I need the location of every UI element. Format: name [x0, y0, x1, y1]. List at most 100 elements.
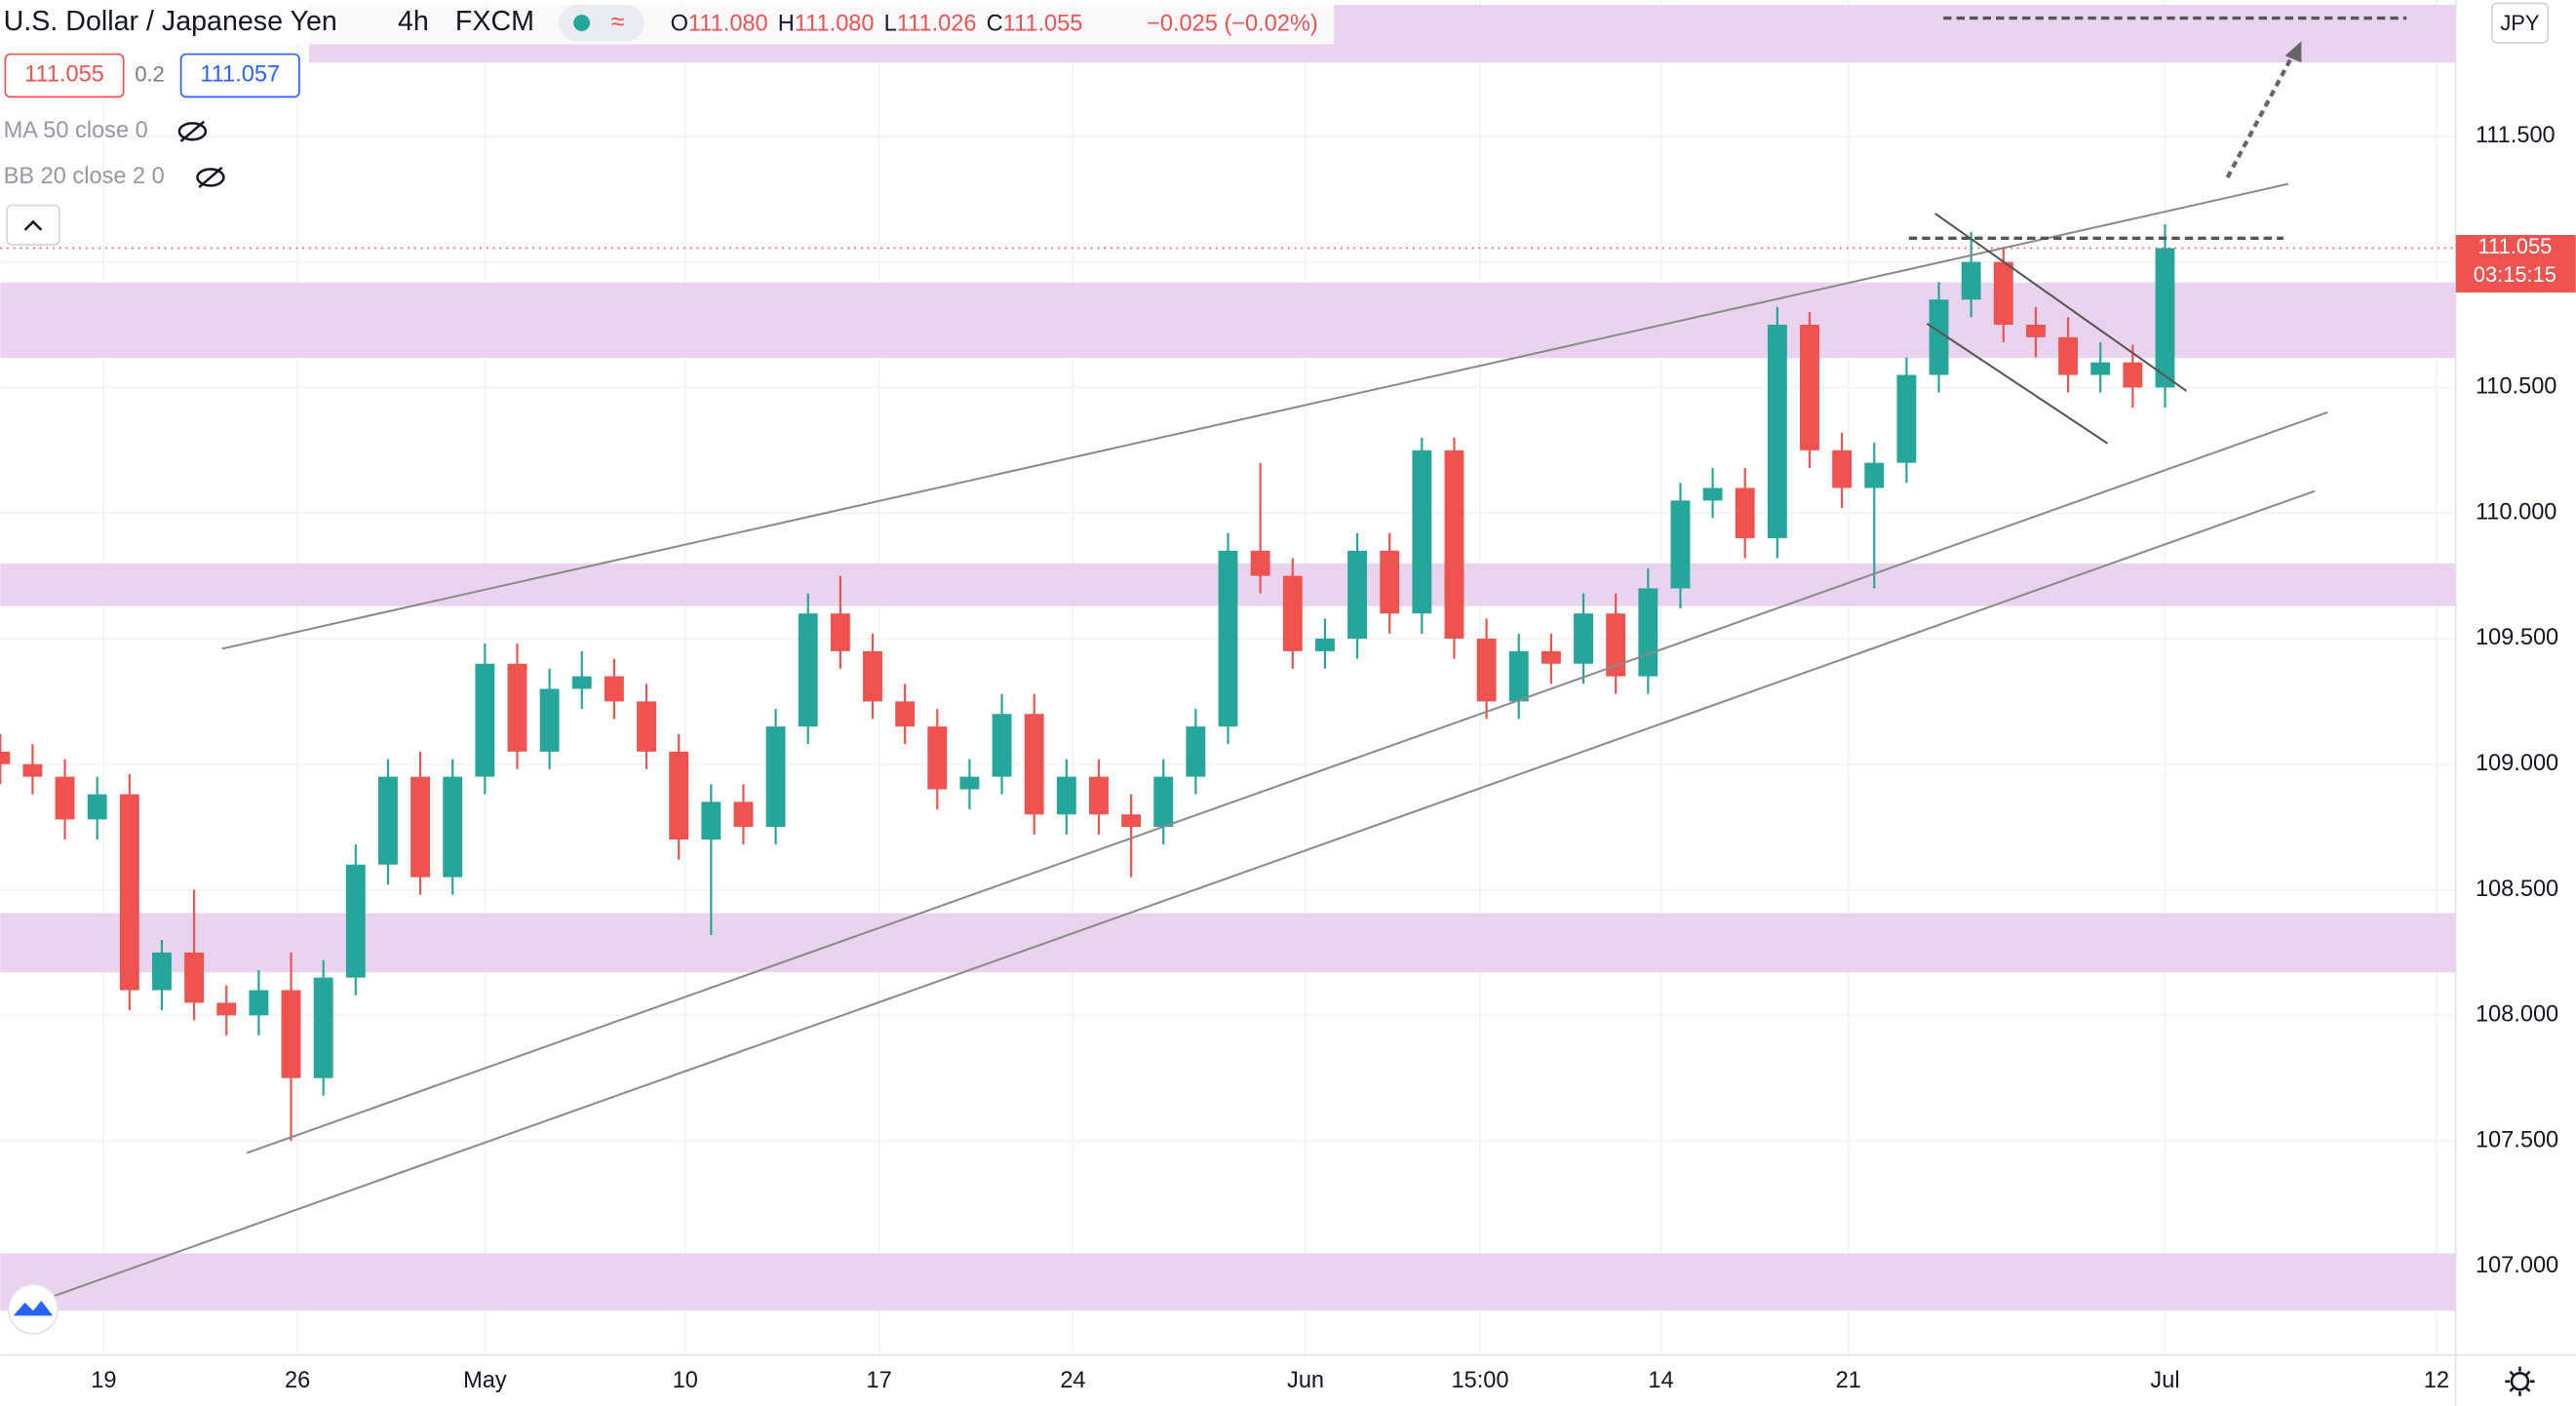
candle-body	[1832, 449, 1853, 488]
candle-body	[927, 726, 948, 790]
trend-line	[221, 182, 2289, 650]
x-tick-label: Jun	[1287, 1367, 1324, 1392]
candle-body	[345, 864, 366, 978]
sell-button[interactable]	[4, 53, 125, 98]
candle-body	[2058, 336, 2079, 375]
candle-body	[959, 776, 980, 790]
countdown: 03:15:15	[2474, 262, 2556, 287]
status-pill[interactable]	[559, 5, 644, 42]
trend-line	[246, 410, 2328, 1154]
x-tick-label: 19	[91, 1367, 116, 1392]
ohlc-key: H	[778, 11, 795, 36]
candle-body	[1347, 550, 1368, 639]
candle-body	[443, 776, 463, 878]
candle-body	[1574, 613, 1593, 664]
buy-button[interactable]	[179, 53, 300, 98]
interval: 4h	[398, 6, 429, 37]
candle-body	[1670, 500, 1691, 589]
header-bg	[0, 0, 1335, 45]
candle-body	[1024, 714, 1044, 815]
exchange: FXCM	[455, 6, 534, 37]
candle-body	[1508, 650, 1529, 702]
ohlc-value: 111.080	[688, 11, 768, 36]
candle-body	[22, 763, 43, 777]
trend-line	[49, 489, 2316, 1299]
candle-body	[1606, 613, 1626, 677]
candle-body	[1444, 449, 1464, 639]
y-tick-label: 110.000	[2476, 498, 2556, 524]
candle-body	[1541, 650, 1561, 664]
currency-button[interactable]	[2490, 2, 2549, 44]
x-tick-label: 21	[1836, 1367, 1861, 1392]
market-status	[573, 15, 591, 32]
y-tick-label: 108.500	[2476, 876, 2558, 901]
candle-body	[507, 663, 527, 752]
candle-body	[0, 751, 11, 764]
symbol: U.S. Dollar / Japanese Yen	[4, 6, 337, 37]
candle-body	[1638, 588, 1659, 677]
candle-body	[313, 977, 333, 1078]
sell-price: 111.055	[24, 61, 104, 87]
candle-body	[1282, 575, 1303, 651]
ohlc: O 111.080 H 111.080 L 111.026 C 111.055	[671, 11, 1083, 36]
zone	[0, 913, 2456, 973]
candle-body	[281, 990, 301, 1078]
settings-icon[interactable]	[2505, 1366, 2535, 1396]
logo-bg	[7, 1283, 59, 1335]
candle-body	[830, 613, 850, 651]
candle-body	[637, 701, 656, 752]
candle-body	[604, 676, 624, 702]
candle-body	[152, 952, 172, 991]
candle-body	[863, 650, 882, 702]
currency: JPY	[2500, 11, 2540, 35]
hidden-icon[interactable]	[177, 120, 208, 142]
spread: 0.2	[135, 61, 164, 86]
last-price-box: 111.055 03:15:15	[2455, 234, 2576, 293]
candle-body	[184, 952, 205, 1003]
candle-body	[1186, 726, 1206, 777]
x-tick-label: May	[463, 1367, 507, 1392]
y-tick-label: 109.500	[2476, 624, 2558, 649]
candle-body	[1929, 299, 1949, 375]
x-tick-label: 26	[285, 1367, 310, 1392]
candle-body	[1250, 550, 1270, 576]
x-tick-label: 24	[1060, 1367, 1085, 1392]
candle-body	[1735, 488, 1755, 538]
candle-body	[410, 776, 431, 878]
x-tick-label: Jul	[2150, 1367, 2179, 1392]
zones	[0, 5, 2456, 1311]
y-tick-label: 107.500	[2476, 1126, 2558, 1152]
candle-body	[119, 794, 139, 991]
candle-body	[1702, 488, 1723, 501]
ohlc-key: O	[671, 11, 688, 36]
logo	[13, 1301, 54, 1316]
candle-body	[1864, 462, 1885, 488]
channel-line	[1934, 213, 2188, 392]
y-tick-label: 110.500	[2476, 373, 2556, 399]
candle-body	[1056, 776, 1076, 815]
y-tick-label: 107.000	[2476, 1252, 2558, 1277]
candle-body	[377, 776, 398, 865]
candle-body	[249, 990, 269, 1016]
collapse-button[interactable]	[6, 204, 60, 246]
ohlc-value: 111.080	[795, 11, 875, 36]
candle-body	[87, 794, 107, 820]
chevron	[23, 219, 43, 231]
hidden-icon[interactable]	[196, 166, 225, 189]
candle-body	[1153, 776, 1174, 828]
candle-body	[701, 801, 722, 840]
buy-price: 111.057	[200, 61, 280, 87]
candle-body	[2090, 362, 2111, 375]
candle-body	[216, 1002, 237, 1016]
candle-body	[733, 801, 754, 828]
drawings	[49, 16, 2407, 1299]
candle-body	[1218, 550, 1238, 727]
ohlc-value: 111.055	[1003, 11, 1083, 36]
indicator: MA 50 close 0	[4, 117, 148, 142]
candle-body	[895, 701, 916, 727]
candle-body	[1476, 638, 1497, 702]
candle-body	[1767, 325, 1787, 538]
candle-body	[55, 776, 75, 820]
